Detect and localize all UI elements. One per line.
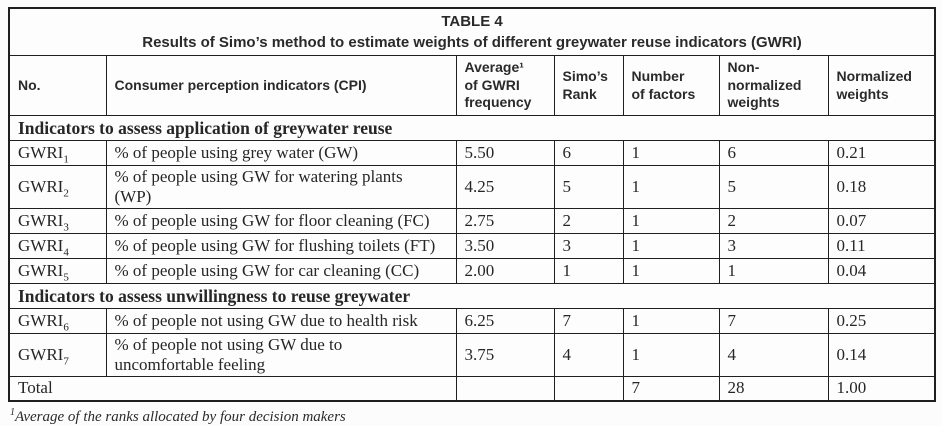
gwri-weights-table: TABLE 4 Results of Simo’s method to esti…: [8, 7, 937, 402]
row-factors-cell: 1: [622, 164, 720, 210]
footnote-marker: 1: [10, 406, 15, 418]
table-number: TABLE 4: [441, 13, 503, 30]
row-nonnormalized-cell: 7: [718, 308, 829, 335]
row-average-cell: 5.50: [455, 140, 555, 166]
row-cpi-cell: % of people using GW for watering plants…: [105, 164, 457, 210]
row-average-cell: 3.50: [455, 233, 555, 260]
row-nonnormalized-cell: 3: [718, 233, 829, 260]
footnote-text: Average of the ranks allocated by four d…: [15, 408, 346, 425]
total-normalized-cell: 1.00: [827, 376, 936, 402]
row-factors-cell: 1: [622, 140, 720, 166]
row-normalized-cell: 0.11: [827, 233, 936, 260]
row-rank-cell: 2: [553, 208, 624, 235]
total-rank-cell: [553, 376, 624, 402]
column-header-row: No. Consumer perception indicators (CPI)…: [8, 55, 936, 116]
row-average-cell: 6.25: [455, 308, 555, 335]
row-rank-cell: 5: [553, 164, 624, 210]
row-average-cell: 2.00: [455, 258, 555, 285]
row-rank-cell: 3: [553, 233, 624, 260]
row-rank-cell: 4: [553, 333, 624, 378]
row-cpi-cell: % of people using grey water (GW): [105, 140, 457, 166]
row-cpi-cell: % of people not using GW due to uncomfor…: [105, 333, 457, 378]
table-footnote: 1Average of the ranks allocated by four …: [10, 407, 934, 426]
row-no-cell: GWRI3: [8, 208, 107, 235]
row-factors-cell: 1: [622, 233, 720, 260]
row-no-cell: GWRI4: [8, 233, 107, 260]
col-header-simos-rank: Simo’s Rank: [553, 55, 624, 116]
col-header-average: Average¹ of GWRI frequency: [455, 55, 555, 116]
row-nonnormalized-cell: 4: [718, 333, 829, 378]
total-average-cell: [455, 376, 555, 402]
total-nonnormalized-cell: 28: [718, 376, 829, 402]
col-header-normalized-weights: Normalized weights: [827, 55, 936, 116]
row-rank-cell: 6: [553, 140, 624, 166]
table-total-row: Total 7 28 1.00: [8, 376, 936, 402]
row-no-cell: GWRI7: [8, 333, 107, 378]
row-average-cell: 2.75: [455, 208, 555, 235]
table-title-row: TABLE 4 Results of Simo’s method to esti…: [8, 7, 936, 56]
table-row-gwri4: GWRI4 % of people using GW for flushing …: [8, 233, 936, 260]
row-rank-cell: 7: [553, 308, 624, 335]
row-normalized-cell: 0.07: [827, 208, 936, 235]
table-caption: Results of Simo’s method to estimate wei…: [142, 34, 802, 51]
row-cpi-cell: % of people using GW for floor cleaning …: [105, 208, 457, 235]
row-normalized-cell: 0.25: [827, 308, 936, 335]
row-no-cell: GWRI6: [8, 308, 107, 335]
row-nonnormalized-cell: 6: [718, 140, 829, 166]
section-header-label: Indicators to assess unwillingness to re…: [8, 283, 936, 310]
section-header-unwillingness: Indicators to assess unwillingness to re…: [8, 283, 936, 310]
row-rank-cell: 1: [553, 258, 624, 285]
row-average-cell: 4.25: [455, 164, 555, 210]
row-factors-cell: 1: [622, 258, 720, 285]
col-header-number-of-factors: Number of factors: [622, 55, 720, 116]
row-normalized-cell: 0.04: [827, 258, 936, 285]
row-normalized-cell: 0.21: [827, 140, 936, 166]
row-nonnormalized-cell: 5: [718, 164, 829, 210]
row-factors-cell: 1: [622, 308, 720, 335]
row-average-cell: 3.75: [455, 333, 555, 378]
section-header-application: Indicators to assess application of grey…: [8, 115, 936, 141]
row-cpi-cell: % of people not using GW due to health r…: [105, 308, 457, 335]
table-row-gwri6: GWRI6 % of people not using GW due to he…: [8, 308, 936, 335]
row-nonnormalized-cell: 1: [718, 258, 829, 285]
table-row-gwri7: GWRI7 % of people not using GW due to un…: [8, 333, 936, 378]
row-normalized-cell: 0.18: [827, 164, 936, 210]
table-title-cell: TABLE 4 Results of Simo’s method to esti…: [8, 7, 936, 56]
row-no-cell: GWRI1: [8, 140, 107, 166]
row-factors-cell: 1: [622, 333, 720, 378]
row-normalized-cell: 0.14: [827, 333, 936, 378]
row-cpi-cell: % of people using GW for car cleaning (C…: [105, 258, 457, 285]
total-label-cell: Total: [8, 376, 457, 402]
col-header-no: No.: [8, 55, 107, 116]
row-no-cell: GWRI5: [8, 258, 107, 285]
row-factors-cell: 1: [622, 208, 720, 235]
table-row-gwri3: GWRI3 % of people using GW for floor cle…: [8, 208, 936, 235]
total-factors-cell: 7: [622, 376, 720, 402]
row-no-cell: GWRI2: [8, 164, 107, 210]
table-row-gwri5: GWRI5 % of people using GW for car clean…: [8, 258, 936, 285]
col-header-cpi: Consumer perception indicators (CPI): [105, 55, 457, 116]
section-header-label: Indicators to assess application of grey…: [8, 115, 936, 141]
row-nonnormalized-cell: 2: [718, 208, 829, 235]
col-header-non-normalized-weights: Non- normalized weights: [718, 55, 829, 116]
table-row-gwri1: GWRI1 % of people using grey water (GW) …: [8, 140, 936, 166]
row-cpi-cell: % of people using GW for flushing toilet…: [105, 233, 457, 260]
table-row-gwri2: GWRI2 % of people using GW for watering …: [8, 164, 936, 210]
